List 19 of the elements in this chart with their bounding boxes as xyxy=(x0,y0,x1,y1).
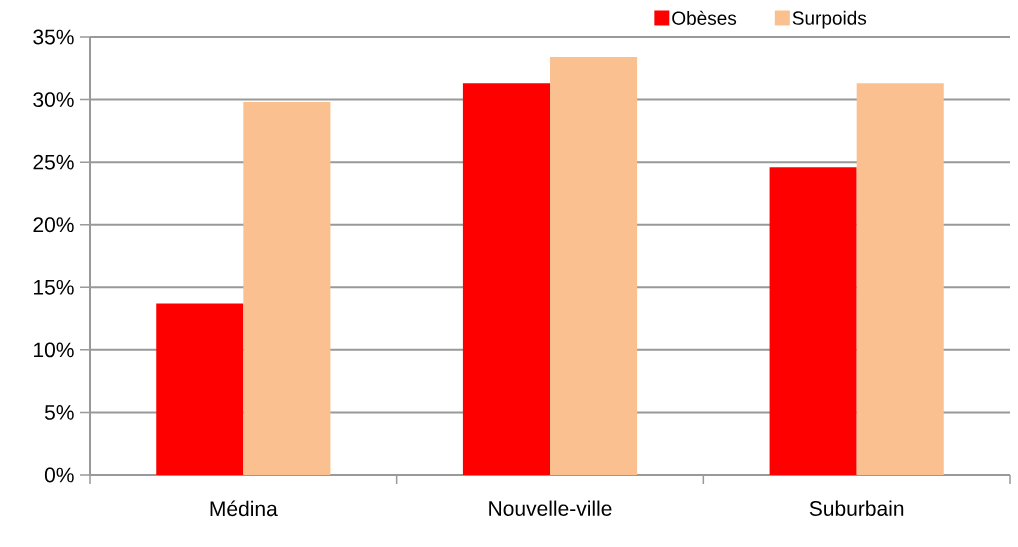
y-tick-label: 15% xyxy=(34,279,74,295)
bar xyxy=(856,83,944,475)
y-tick-label: 30% xyxy=(33,92,74,108)
legend-label: Obèses xyxy=(672,10,737,25)
y-tick-label: 35% xyxy=(33,29,74,45)
y-tick-label: 20% xyxy=(33,217,74,233)
bar xyxy=(550,57,638,475)
x-tick-label: Suburbain xyxy=(809,500,904,516)
x-tick-label: Médina xyxy=(210,500,278,517)
x-tick-label: Nouvelle-ville xyxy=(489,500,612,516)
y-tick-label: 0% xyxy=(44,467,74,483)
bar xyxy=(156,303,244,475)
y-tick-label: 10% xyxy=(34,342,74,358)
y-tick-label: 5% xyxy=(44,405,74,420)
bar xyxy=(462,83,551,475)
y-tick-label: 25% xyxy=(33,154,74,170)
bar xyxy=(243,102,331,475)
bar xyxy=(769,167,857,475)
legend-label: Surpoids xyxy=(792,10,867,29)
